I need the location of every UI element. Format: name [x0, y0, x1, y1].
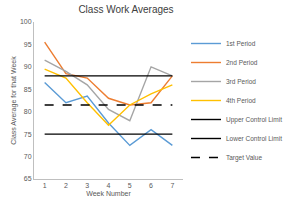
svg-text:Lower Control Limit: Lower Control Limit	[226, 135, 282, 142]
svg-text:3rd Period: 3rd Period	[226, 78, 256, 85]
svg-text:4: 4	[107, 182, 111, 189]
svg-text:Week Number: Week Number	[86, 190, 131, 197]
svg-text:95: 95	[24, 41, 32, 48]
svg-text:3: 3	[85, 182, 89, 189]
svg-text:85: 85	[24, 86, 32, 93]
svg-text:90: 90	[24, 63, 32, 70]
svg-text:7: 7	[170, 182, 174, 189]
svg-text:Target Value: Target Value	[226, 154, 262, 162]
svg-text:2: 2	[64, 182, 68, 189]
svg-text:1st Period: 1st Period	[226, 40, 256, 47]
svg-text:2nd Period: 2nd Period	[226, 59, 258, 66]
svg-text:4th Period: 4th Period	[226, 97, 256, 104]
svg-text:80: 80	[24, 108, 32, 115]
svg-text:70: 70	[24, 153, 32, 160]
svg-text:Class Work Averages: Class Work Averages	[78, 4, 173, 15]
svg-text:100: 100	[20, 18, 32, 25]
svg-text:5: 5	[128, 182, 132, 189]
svg-text:6: 6	[149, 182, 153, 189]
svg-text:1: 1	[43, 182, 47, 189]
svg-text:75: 75	[24, 131, 32, 138]
svg-text:65: 65	[24, 175, 32, 182]
svg-text:Upper Control Limit: Upper Control Limit	[226, 116, 282, 124]
svg-text:Class Average for that Week: Class Average for that Week	[10, 56, 18, 145]
